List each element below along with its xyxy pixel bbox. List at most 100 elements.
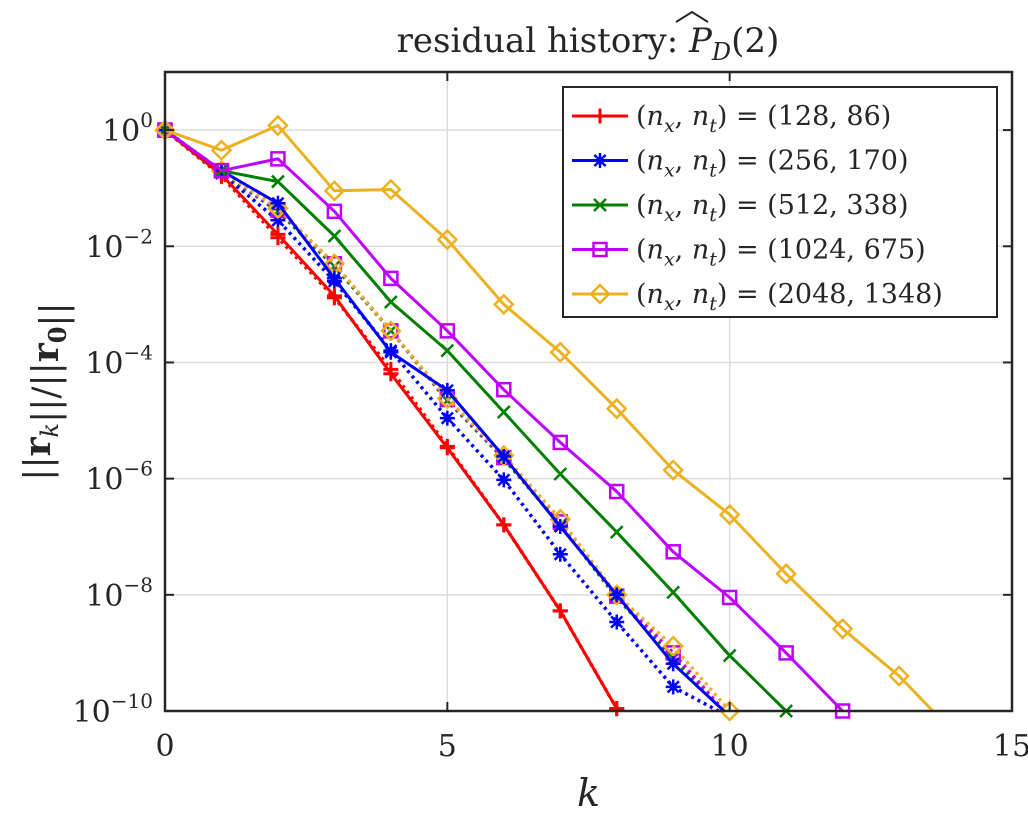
data-point	[436, 228, 459, 251]
data-point	[383, 323, 399, 339]
data-point	[439, 382, 455, 398]
x-tick-label: 10	[711, 729, 749, 764]
data-point	[662, 635, 684, 658]
data-point	[722, 648, 737, 663]
axes-box	[163, 70, 1014, 713]
data-point	[440, 343, 455, 358]
data-point	[326, 256, 343, 272]
series-line	[163, 128, 732, 713]
legend-entry-2: (nx, nt) = (512, 338)	[572, 190, 908, 226]
data-point	[609, 614, 625, 630]
data-point	[210, 139, 233, 162]
y-axis-title: ||rk||/||r0||	[17, 302, 75, 480]
data-point	[270, 212, 286, 228]
legend-entry-1: (nx, nt) = (256, 170)	[572, 146, 908, 182]
legend-box	[562, 86, 998, 318]
data-point	[718, 700, 741, 721]
data-point	[605, 397, 628, 420]
series-line	[164, 128, 788, 713]
series-2	[158, 123, 794, 718]
x-tick-label: 15	[993, 729, 1028, 764]
x-tick-label: 0	[155, 729, 174, 764]
x-tick-label: 5	[438, 729, 457, 764]
data-point	[496, 517, 512, 533]
data-point	[778, 645, 794, 661]
data-point	[552, 434, 569, 451]
data-point	[270, 226, 286, 242]
data-point	[267, 197, 289, 220]
series-line	[164, 124, 934, 713]
data-point	[665, 679, 681, 695]
data-point	[323, 180, 346, 202]
legend-marker	[592, 153, 608, 168]
data-point	[326, 270, 342, 286]
data-point	[439, 440, 455, 456]
data-point	[327, 229, 342, 243]
chart-title: residual history: PD(2)	[397, 21, 780, 66]
y-tick-label: 10−8	[85, 573, 153, 614]
series-line	[163, 128, 720, 713]
legend-label: (nx, nt) = (1024, 675)	[636, 235, 926, 271]
legend-marker	[592, 108, 608, 124]
data-point	[213, 162, 230, 179]
data-point	[326, 203, 343, 220]
data-point	[380, 178, 402, 201]
data-point	[439, 410, 455, 426]
data-point	[326, 288, 342, 304]
data-point	[493, 444, 515, 467]
title-hat-accent	[675, 10, 709, 23]
x-axis-title: k	[577, 771, 600, 815]
data-point	[609, 701, 625, 717]
legend-entry-0: (nx, nt) = (128, 86)	[572, 101, 891, 137]
data-point	[662, 459, 684, 481]
data-point	[496, 449, 512, 465]
data-point	[605, 584, 628, 606]
data-point	[666, 585, 681, 600]
data-point	[665, 656, 681, 672]
data-point	[553, 467, 568, 481]
y-tick-label: 100	[102, 108, 153, 149]
data-point	[665, 544, 681, 560]
data-point	[552, 546, 568, 562]
series-4	[154, 114, 934, 713]
data-point	[383, 295, 398, 309]
data-point	[496, 472, 512, 488]
legend-marker	[593, 198, 607, 212]
data-point	[270, 151, 286, 167]
data-point	[439, 323, 456, 339]
data-point	[270, 195, 286, 211]
legend-marker	[592, 241, 608, 258]
data-point	[775, 563, 797, 585]
data-point	[496, 405, 511, 419]
data-point	[608, 483, 625, 500]
legend-label: (nx, nt) = (512, 338)	[636, 190, 908, 226]
series-line	[164, 128, 844, 713]
data-point	[267, 114, 289, 137]
data-point	[831, 618, 854, 640]
data-point	[271, 174, 285, 189]
data-point	[383, 366, 399, 382]
y-tick-label: 10−4	[85, 340, 153, 381]
data-point	[888, 665, 910, 687]
y-tick-label: 10−2	[85, 224, 153, 265]
data-point	[721, 589, 738, 606]
legend: (nx, nt) = (128, 86) (nx, nt) = (256, 170…	[562, 86, 998, 318]
data-point	[549, 341, 572, 363]
data-point	[380, 320, 402, 342]
data-point	[496, 381, 512, 398]
y-tick-label: 10−6	[85, 457, 153, 498]
data-point	[383, 344, 399, 360]
legend-label: (nx, nt) = (256, 170)	[636, 146, 908, 182]
legend-entry-3: (nx, nt) = (1024, 675)	[572, 235, 926, 271]
data-point	[609, 587, 625, 603]
data-point	[383, 270, 399, 287]
legend-entry-4: (nx, nt) = (2048, 1348)	[572, 279, 943, 315]
data-point	[552, 518, 568, 534]
data-point	[493, 293, 515, 316]
y-tick-label: 10−10	[73, 689, 153, 730]
data-point	[552, 603, 568, 619]
data-point	[718, 503, 741, 526]
legend-label: (nx, nt) = (2048, 1348)	[636, 279, 943, 315]
